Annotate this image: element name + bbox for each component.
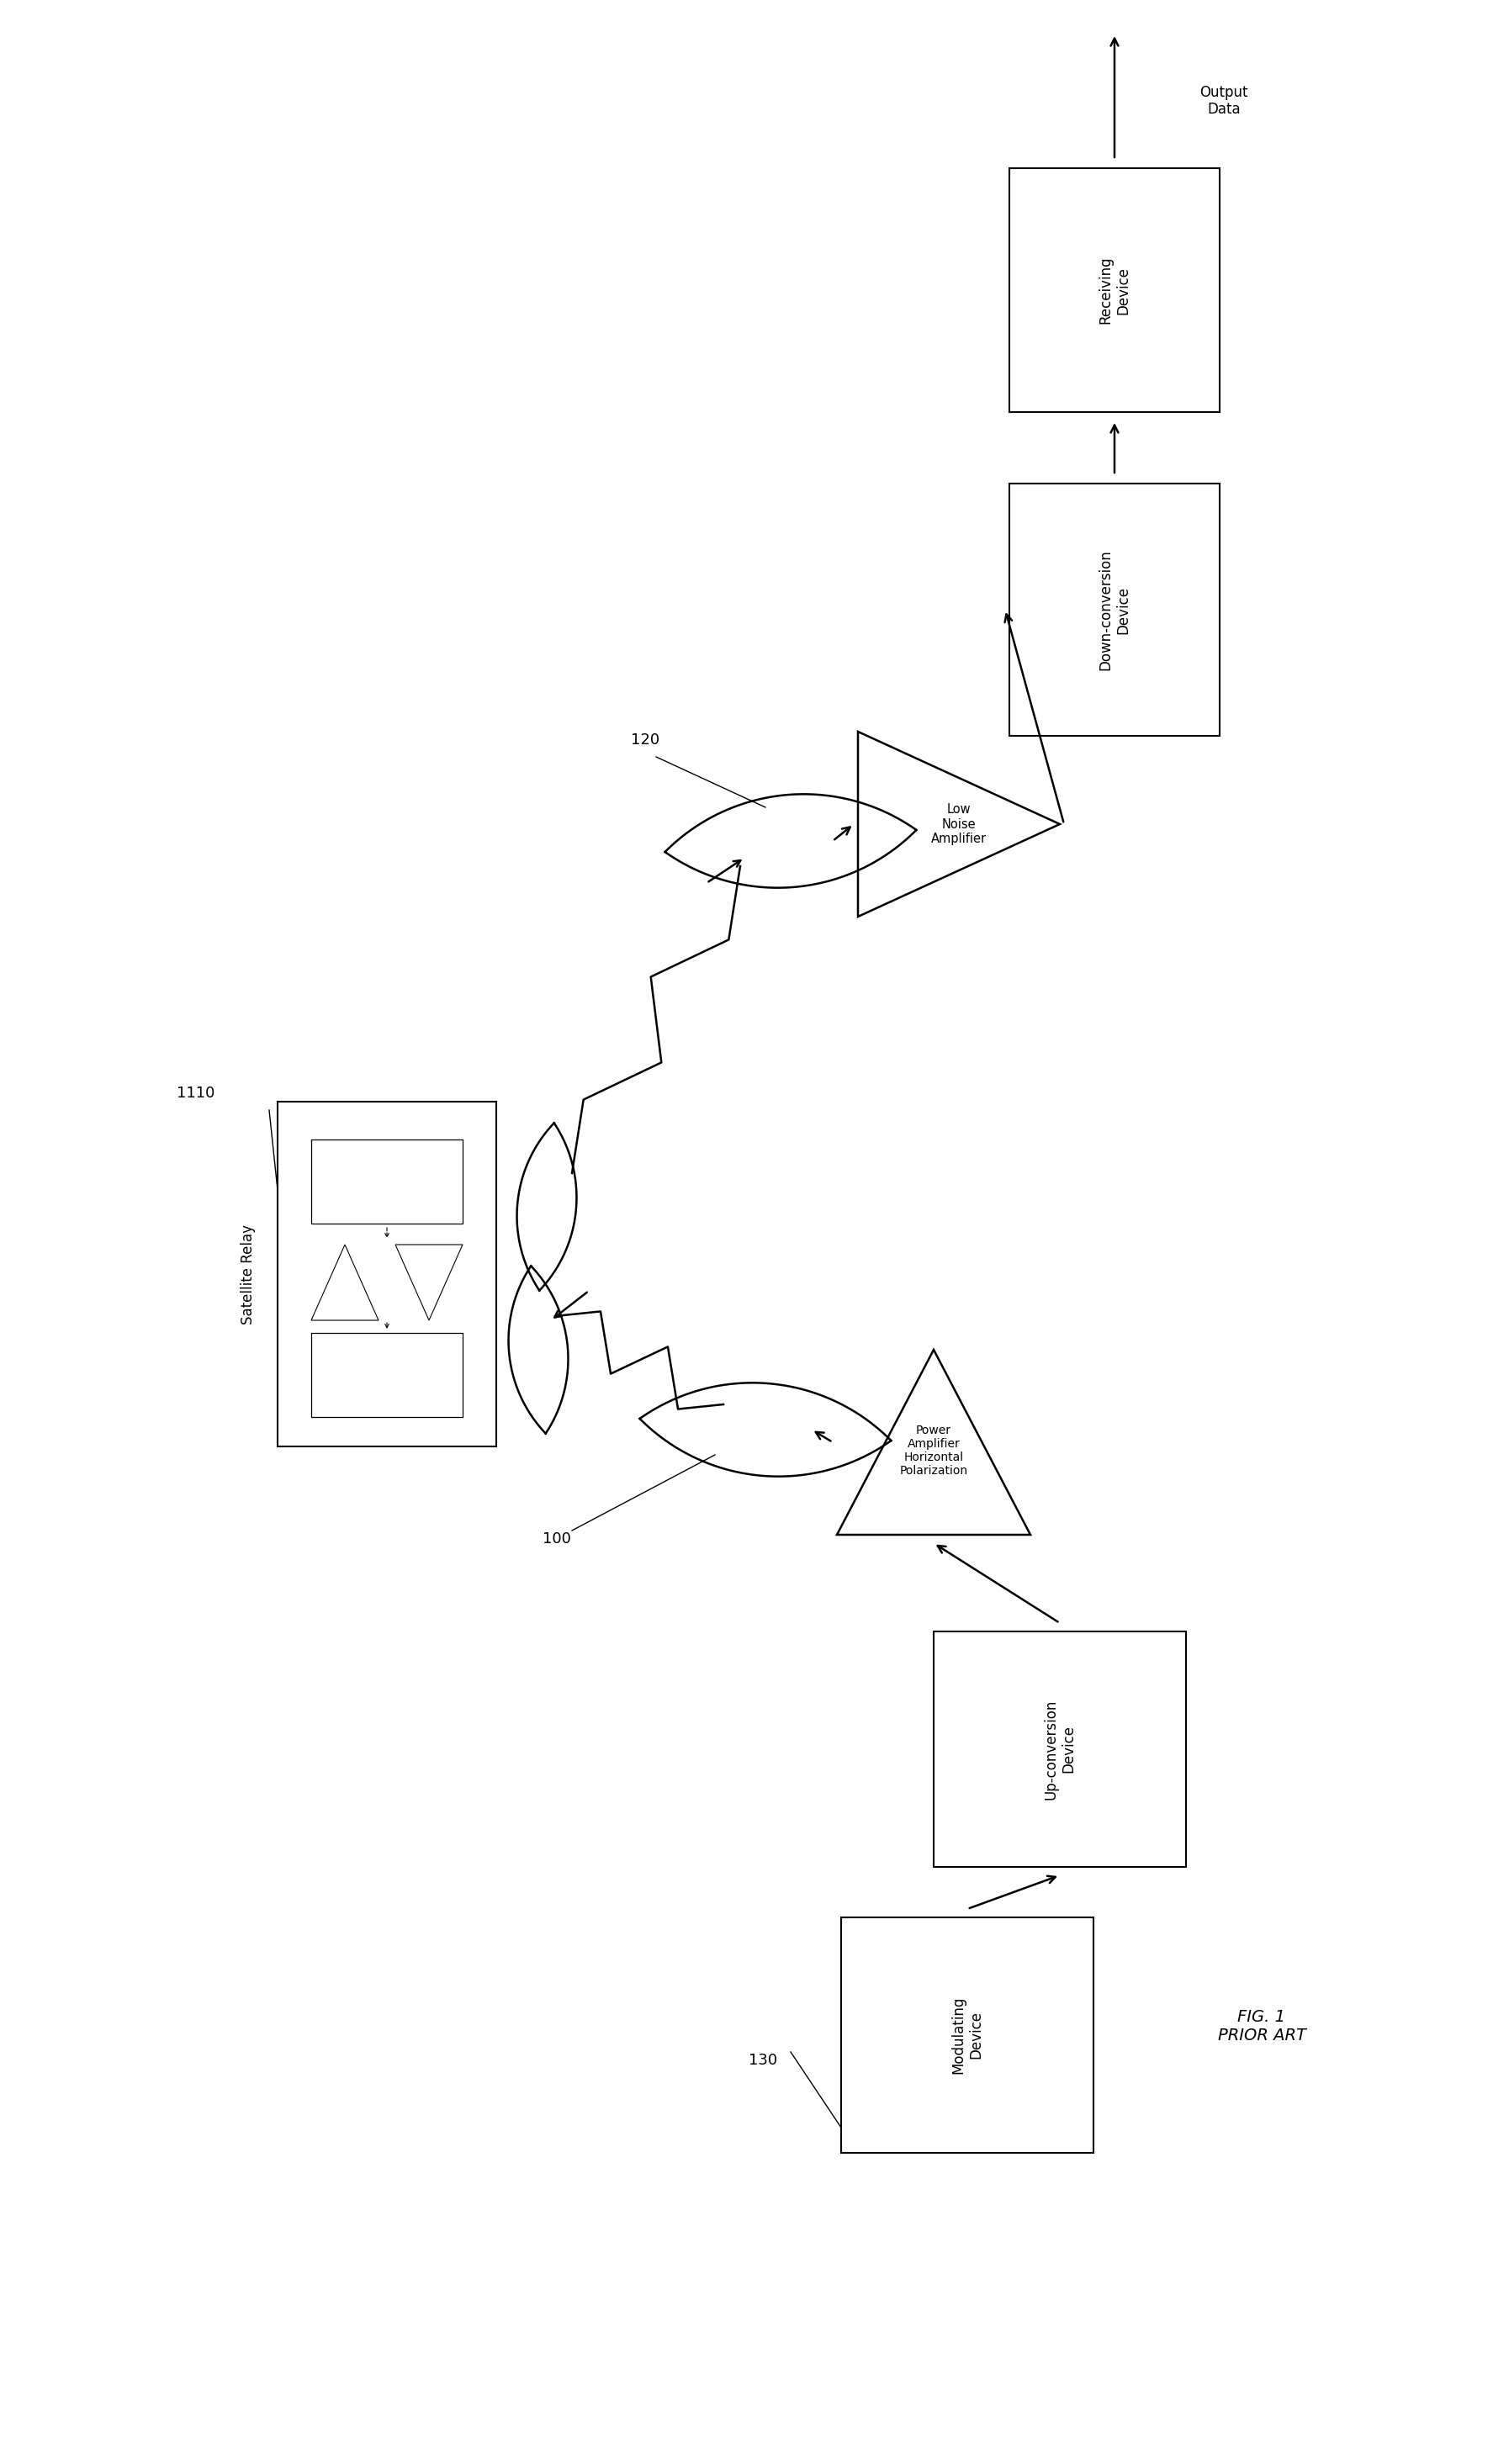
- Text: FIG. 1
PRIOR ART: FIG. 1 PRIOR ART: [1218, 2011, 1305, 2045]
- Text: 1110: 1110: [177, 1087, 214, 1101]
- Text: Down-conversion
Device: Down-conversion Device: [1099, 549, 1130, 670]
- Bar: [1010, 168, 1219, 411]
- Text: Power
Amplifier
Horizontal
Polarization: Power Amplifier Horizontal Polarization: [899, 1424, 967, 1476]
- Text: 130: 130: [748, 2053, 777, 2067]
- Text: Modulating
Device: Modulating Device: [951, 1996, 984, 2075]
- Text: Low
Noise
Amplifier: Low Noise Amplifier: [931, 803, 987, 845]
- Bar: [278, 1101, 496, 1446]
- Bar: [311, 1333, 463, 1417]
- Text: Output
Data: Output Data: [1200, 84, 1248, 118]
- Text: Satellite Relay: Satellite Relay: [240, 1225, 255, 1323]
- Text: 120: 120: [631, 732, 659, 747]
- Bar: [934, 1631, 1186, 1868]
- Text: Receiving
Device: Receiving Device: [1099, 256, 1130, 325]
- Bar: [311, 1138, 463, 1225]
- Bar: [1010, 483, 1219, 737]
- Text: 100: 100: [543, 1533, 570, 1547]
- Text: Up-conversion
Device: Up-conversion Device: [1044, 1700, 1076, 1799]
- Bar: [841, 1917, 1094, 2154]
